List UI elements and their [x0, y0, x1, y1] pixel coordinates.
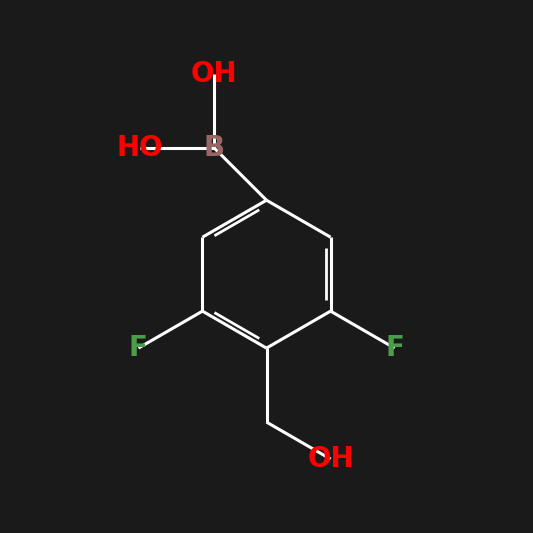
- Text: F: F: [385, 334, 404, 362]
- Text: HO: HO: [117, 134, 164, 162]
- Text: OH: OH: [307, 445, 354, 473]
- Text: F: F: [129, 334, 148, 362]
- Text: OH: OH: [191, 60, 238, 88]
- Text: B: B: [204, 134, 225, 162]
